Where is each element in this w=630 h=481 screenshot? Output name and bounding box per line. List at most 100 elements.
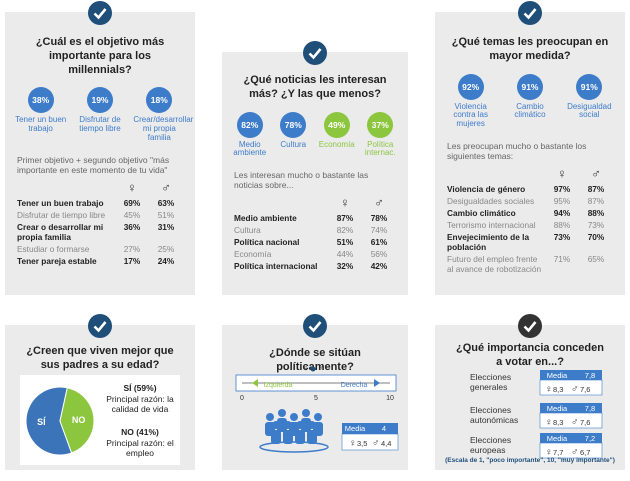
table-row: Cultura 82% 74% [234,224,396,236]
table-row: Política nacional 51% 61% [234,236,396,248]
row-label: Desigualdades sociales [447,196,535,207]
person-body [301,418,311,432]
circle-label: Crear/desarrollar mi propia familia [133,115,194,142]
label-line: europeas [470,445,505,455]
male-value: 31% [157,222,175,233]
mean-header [342,423,398,434]
male-symbol: ♂ [571,384,579,395]
mean-header [540,403,602,413]
right-arrow [374,379,380,387]
check-circle [88,1,112,25]
check-icon [518,1,542,25]
person-head [272,421,280,429]
left-label: Izquierda [264,382,293,389]
slice-label: NO [72,415,86,425]
male-value: 4,4 [381,439,391,448]
check-mark [308,48,322,60]
female-value: 27% [123,244,141,255]
male-symbol: ♂ [571,417,579,428]
mean-body [539,412,603,429]
male-value: 88% [587,208,605,219]
mean-body [539,379,603,396]
row-label: Tener un buen trabajo [17,198,104,209]
female-value: 45% [123,210,141,221]
female-symbol: ♀ [127,180,137,196]
male-value: 56% [370,249,388,260]
female-symbol: ♀ [557,166,567,182]
table-row: Disfrutar de tiempo libre 45% 51% [17,209,183,221]
circle-value: 78% [280,111,307,138]
mean-label: Media [547,371,568,380]
panel: ¿Qué temas les preocupan en mayor medida… [435,1,625,295]
female-value: 17% [123,256,141,267]
female-marker: ♀ [303,363,310,373]
note: Primer objetivo + segundo objetivo "más … [17,154,170,175]
mean-header [540,433,602,443]
panel-title: ¿Dónde se sitúan políticamente? [269,347,361,373]
table-row: Violencia de género 97% 87% [447,183,613,195]
circle-item: 37% Política internac. [359,111,403,159]
circle-value: 49% [323,111,350,138]
note: Les preocupan mucho o bastante los sigui… [447,140,587,162]
person-head [284,421,292,429]
table-row: Desigualdades sociales 95% 87% [447,195,613,207]
male-symbol: ♂ [374,195,384,211]
row-label: Tener pareja estable [17,256,97,267]
slice-label: SÍ [37,417,46,427]
check-icon [88,314,112,338]
circle-label: Tener un buen trabajo [15,115,67,134]
person-head [308,421,316,429]
circle-value: 38% [27,87,54,114]
female-symbol: ♀ [545,417,553,428]
person-head [266,413,274,421]
table-row: Cambio climático 94% 88% [447,207,613,219]
male-value: 7,6 [580,385,590,394]
circle-value: 91% [516,73,543,100]
male-value: 73% [587,220,605,231]
blank [447,165,545,183]
mean-value: 7,2 [585,434,595,443]
check-icon [88,1,112,25]
circle-label: Cultura [280,139,307,149]
table-row: Medio ambiente 87% 78% [234,212,396,224]
row-label: Envejecimiento de la población [447,232,530,253]
no-label: NO (41%) [121,427,159,437]
male-value: 74% [370,225,388,236]
table-row: Crear o desarrollar mi propia familia 36%… [17,221,183,243]
circle-value: 19% [86,87,113,114]
gender-table: ♀ ♂ Violencia de género 97% 87% Desigualdades… [447,165,613,275]
mean-label: Media [547,434,568,443]
pie-chart: SÍ NO [25,386,95,456]
check-icon [518,314,542,338]
person-body [271,430,281,444]
circle-item: 18% Crear/desarrollar mi propia familia [133,87,194,142]
circle-value: 91% [576,73,603,100]
gender-table: ♀ ♂ Medio ambiente 87% 78% Cultura 82% 74% Polít… [234,194,396,272]
gender-table: ♀ ♂ Tener un buen trabajo 69% 63% Disfrutar d… [17,179,183,267]
check-circle [303,41,327,65]
row-label: Crear o desarrollar mi propia familia [17,222,104,243]
circle-value: 18% [146,87,173,114]
circle-label: Política internac. [364,139,396,158]
person-head [290,413,298,421]
panel-title: ¿Qué importancia conceden a votar en...? [456,342,604,368]
mean-header [540,370,602,380]
circle-value: 37% [367,111,394,138]
row-label: Futuro del empleo frente al avance de ro… [447,254,542,275]
person-head [302,409,310,417]
mean-value: 4 [382,424,386,433]
panel-title: ¿Qué temas les preocupan en mayor medida… [451,36,609,62]
check-circle [518,1,542,25]
people-base [259,441,329,453]
card: SÍ NO SÍ (59%) Principal razón: la calidad … [20,375,180,465]
row-label: Política nacional [234,237,300,248]
male-value: 87% [587,184,605,195]
row-label: Cambio climático [447,208,516,219]
circle-item: 78% Cultura [272,111,316,159]
row-label: Violencia de género [447,184,526,195]
female-symbol: ♀ [545,447,553,458]
table-row: Terrorismo internacional 88% 73% [447,219,613,231]
male-value: 65% [587,254,605,265]
